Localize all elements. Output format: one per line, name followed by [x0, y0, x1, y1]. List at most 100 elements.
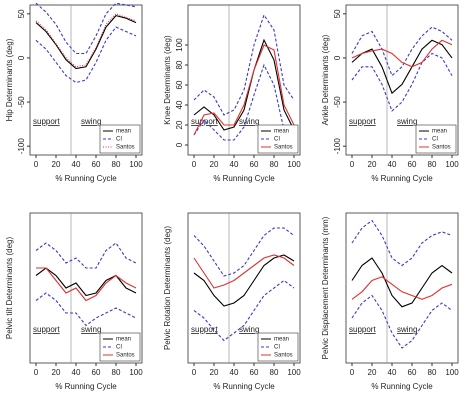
x-tick-label: 20: [52, 368, 61, 377]
x-tick-label: 60: [92, 160, 101, 169]
plot-frame: [187, 212, 301, 364]
series-line: [35, 2, 137, 55]
x-axis-label: % Running Cycle: [371, 174, 433, 183]
plot-frame: [29, 4, 143, 156]
x-tick-label: 0: [34, 160, 39, 169]
y-tick-label: 20: [175, 120, 184, 129]
y-axis-label: Ankle Determinants (deg): [321, 34, 330, 125]
x-tick-label: 40: [230, 160, 239, 169]
y-tick-label: 40: [175, 100, 184, 109]
x-tick-label: 80: [428, 160, 437, 169]
x-tick-label: 100: [129, 368, 143, 377]
plot-frame: [345, 212, 459, 364]
x-tick-label: 0: [350, 160, 355, 169]
x-tick-label: 40: [72, 368, 81, 377]
y-tick-label: -100: [333, 138, 342, 155]
x-tick-label: 100: [287, 368, 301, 377]
phase-label: swing: [397, 325, 417, 334]
phase-label: support: [349, 117, 376, 126]
legend-label: Santos: [274, 353, 293, 359]
series-line: [351, 257, 453, 308]
legend-box: [99, 332, 141, 362]
legend-box: [257, 332, 299, 362]
phase-label: swing: [239, 325, 259, 334]
legend-box: [257, 124, 299, 154]
legend-box: [99, 124, 141, 154]
phase-label: support: [349, 325, 376, 334]
x-axis-label: % Running Cycle: [213, 174, 275, 183]
y-tick-label: 0: [17, 55, 26, 60]
x-axis-label: % Running Cycle: [371, 382, 433, 391]
x-tick-label: 40: [230, 368, 239, 377]
x-tick-label: 40: [388, 368, 397, 377]
series-line: [351, 26, 453, 77]
phase-label: swing: [397, 117, 417, 126]
phase-label: swing: [81, 325, 101, 334]
legend-label: Santos: [116, 145, 135, 151]
series-line: [193, 254, 295, 307]
x-tick-label: 100: [445, 368, 459, 377]
x-axis-label: % Running Cycle: [213, 382, 275, 391]
legend-label: CI: [274, 345, 280, 351]
x-tick-label: 60: [408, 368, 417, 377]
y-axis-label: Pelvic tilt Determinants (deg): [5, 237, 14, 340]
legend-label: CI: [116, 345, 122, 351]
x-tick-label: 60: [250, 160, 259, 169]
series-line: [35, 14, 137, 70]
y-axis-label: Pelvic Displacement Determinants (mm): [321, 216, 330, 359]
legend-label: mean: [116, 129, 131, 135]
x-tick-label: 20: [210, 368, 219, 377]
x-tick-label: 20: [368, 368, 377, 377]
x-tick-label: 80: [112, 368, 121, 377]
x-tick-label: 80: [428, 368, 437, 377]
legend-label: mean: [432, 129, 447, 135]
series-line: [193, 63, 295, 141]
x-tick-label: 0: [192, 368, 197, 377]
plot-frame: [345, 4, 459, 156]
series-line: [36, 267, 137, 302]
series-line: [193, 44, 295, 136]
x-tick-label: 40: [72, 160, 81, 169]
x-tick-label: 100: [129, 160, 143, 169]
x-tick-label: 80: [112, 160, 121, 169]
legend-label: Santos: [432, 145, 451, 151]
legend-box: [415, 124, 457, 154]
series-line: [193, 254, 295, 289]
series-line: [193, 279, 295, 342]
x-tick-label: 80: [270, 160, 279, 169]
legend-label: Santos: [274, 145, 293, 151]
phase-label: support: [191, 117, 218, 126]
x-tick-label: 60: [250, 368, 259, 377]
legend-label: mean: [274, 337, 289, 343]
legend-label: mean: [274, 129, 289, 135]
y-tick-label: 100: [175, 38, 184, 52]
series-line: [193, 13, 295, 116]
y-tick-label: 0: [333, 55, 342, 60]
x-tick-label: 80: [270, 368, 279, 377]
legend-label: CI: [116, 137, 122, 143]
y-tick-label: -100: [17, 138, 26, 155]
y-tick-label: 0: [175, 142, 184, 147]
x-axis-label: % Running Cycle: [55, 382, 117, 391]
series-line: [351, 39, 453, 68]
phase-label: swing: [81, 117, 101, 126]
series-line: [35, 13, 137, 68]
series-line: [35, 267, 137, 297]
series-line: [351, 294, 453, 349]
x-axis-label: % Running Cycle: [55, 174, 117, 183]
y-tick-label: 60: [175, 80, 184, 89]
series-line: [351, 276, 453, 300]
y-axis-label: Knee Determinants (deg): [163, 35, 172, 125]
x-tick-label: 0: [34, 368, 39, 377]
legend-label: CI: [432, 137, 438, 143]
series-line: [351, 39, 453, 95]
x-tick-label: 20: [52, 160, 61, 169]
x-tick-label: 60: [92, 368, 101, 377]
phase-label: swing: [239, 117, 259, 126]
y-tick-label: 80: [175, 60, 184, 69]
y-tick-label: 50: [17, 9, 26, 18]
series-line: [35, 242, 137, 269]
series-line: [35, 292, 137, 327]
series-line: [35, 26, 137, 84]
